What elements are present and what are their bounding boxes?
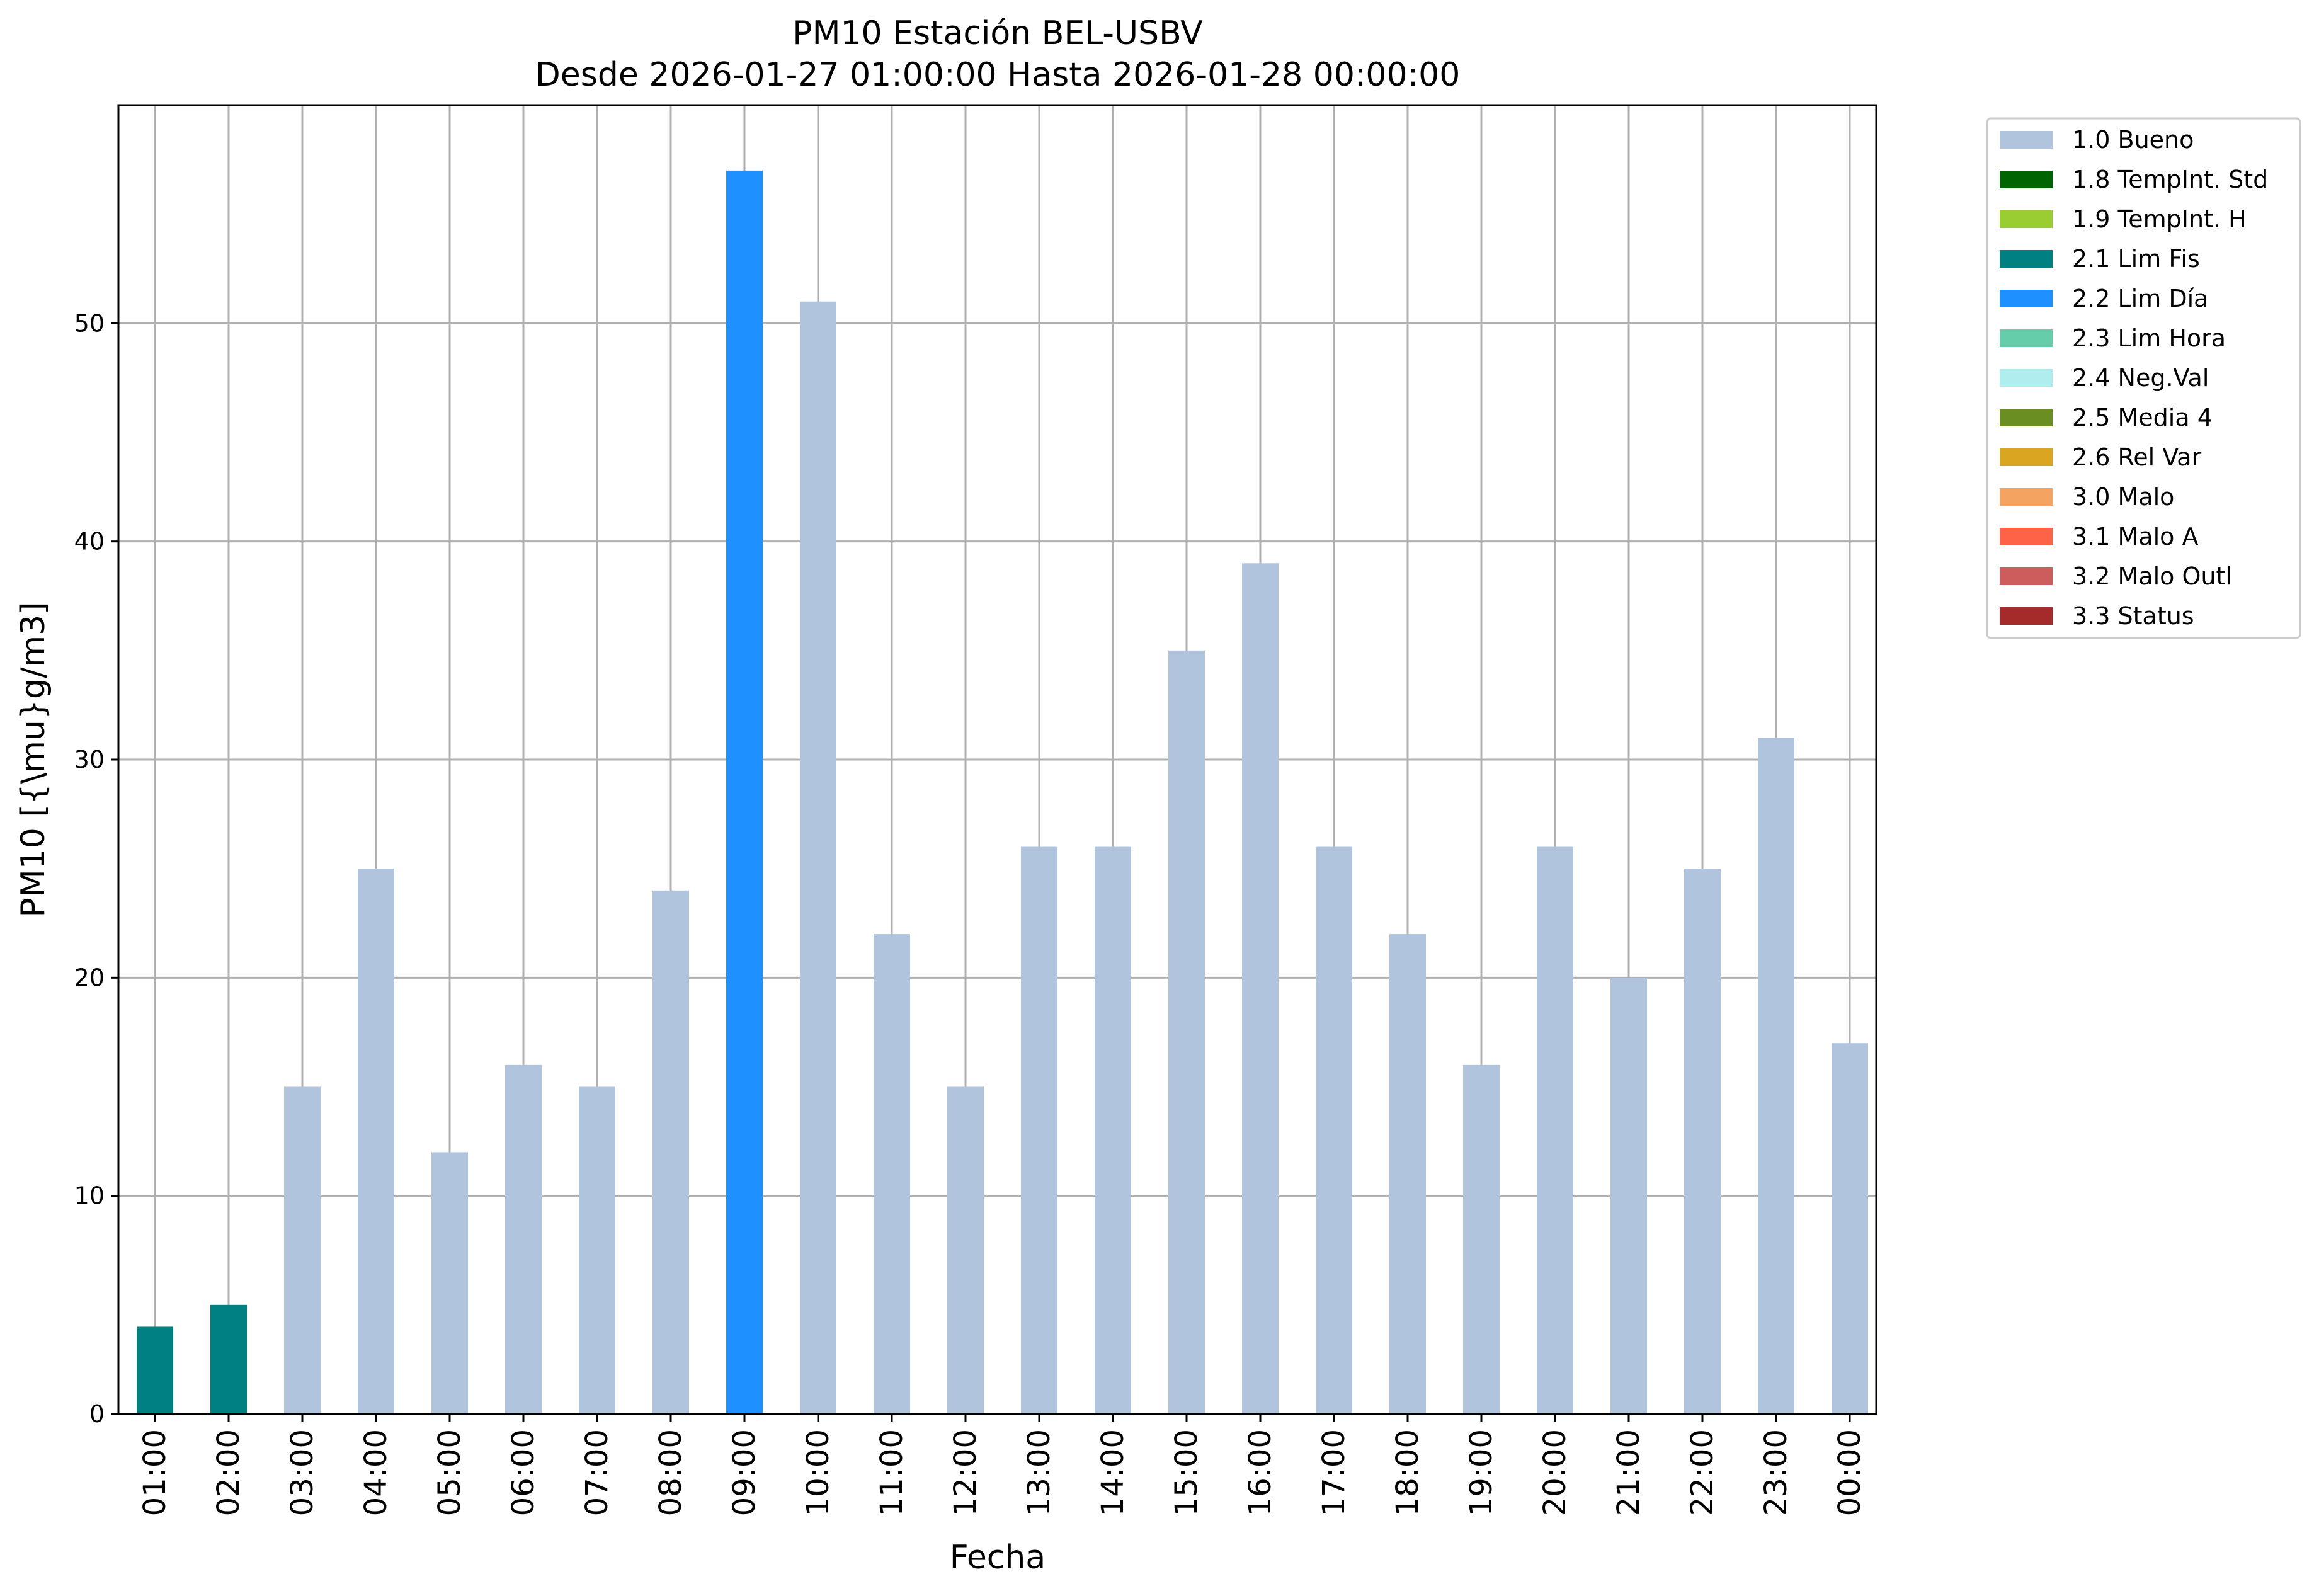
bar [431, 1152, 468, 1414]
x-tick-label: 09:00 [727, 1429, 762, 1516]
bar [1463, 1064, 1500, 1414]
legend-swatch [2000, 607, 2053, 625]
x-axis-label: Fecha [950, 1539, 1046, 1576]
bar [358, 869, 394, 1414]
legend-label: 2.6 Rel Var [2072, 443, 2202, 471]
y-tick-label: 20 [74, 964, 105, 991]
legend-swatch [2000, 210, 2053, 228]
legend-label: 1.8 TempInt. Std [2072, 166, 2268, 193]
bar [1758, 738, 1794, 1414]
bar [1537, 846, 1573, 1414]
bar [800, 301, 836, 1415]
bar [1832, 1043, 1868, 1414]
x-tick-label: 23:00 [1758, 1429, 1794, 1516]
y-tick-label: 50 [74, 309, 105, 337]
x-tick-label: 11:00 [874, 1429, 909, 1516]
x-tick-label: 13:00 [1022, 1429, 1057, 1516]
bar [505, 1064, 542, 1414]
bar [652, 890, 689, 1414]
legend-label: 3.0 Malo [2072, 483, 2174, 511]
legend-swatch [2000, 567, 2053, 585]
x-tick-label: 01:00 [137, 1429, 173, 1516]
bar [726, 170, 763, 1414]
x-tick-label: 20:00 [1537, 1429, 1573, 1516]
x-tick-label: 06:00 [506, 1429, 541, 1516]
legend-label: 3.3 Status [2072, 602, 2194, 630]
x-tick-label: 12:00 [948, 1429, 983, 1516]
legend-swatch [2000, 131, 2053, 149]
x-tick-label: 19:00 [1464, 1429, 1499, 1516]
x-tick-label: 00:00 [1832, 1429, 1867, 1516]
x-tick-label: 05:00 [432, 1429, 467, 1516]
legend-swatch [2000, 369, 2053, 387]
chart-title: PM10 Estación BEL-USBV [792, 14, 1203, 52]
y-tick-label: 40 [74, 528, 105, 556]
legend-label: 1.9 TempInt. H [2072, 205, 2247, 233]
bar [1095, 846, 1131, 1414]
legend-label: 3.2 Malo Outl [2072, 562, 2232, 590]
y-axis-label: PM10 [{\mu}g/m3] [14, 601, 52, 917]
y-tick-label: 30 [74, 746, 105, 773]
legend-label: 3.1 Malo A [2072, 523, 2198, 550]
bars [137, 170, 1868, 1415]
bar [137, 1326, 173, 1414]
chart-subtitle: Desde 2026-01-27 01:00:00 Hasta 2026-01-… [535, 56, 1461, 94]
bar [1168, 650, 1205, 1414]
bar [1610, 978, 1647, 1414]
x-tick-label: 10:00 [801, 1429, 836, 1516]
legend-label: 2.1 Lim Fis [2072, 245, 2200, 273]
legend-swatch [2000, 528, 2053, 545]
y-tick-label: 10 [74, 1182, 105, 1210]
bar [1021, 846, 1057, 1414]
bar [1242, 563, 1279, 1414]
bar [210, 1304, 247, 1414]
legend-swatch [2000, 290, 2053, 307]
legend-swatch [2000, 488, 2053, 506]
legend-label: 1.0 Bueno [2072, 126, 2194, 154]
x-axis: 01:00 02:00 03:00 04:00 05:00 06:00 07:00 08:00… [137, 1414, 1867, 1516]
bar [284, 1086, 321, 1414]
legend-swatch [2000, 409, 2053, 426]
y-axis: 0 10 20 30 40 50 [74, 309, 118, 1428]
legend-swatch [2000, 171, 2053, 188]
legend-label: 2.4 Neg.Val [2072, 364, 2209, 392]
legend-frame [1986, 117, 2301, 639]
bar [1684, 869, 1721, 1414]
x-tick-label: 08:00 [653, 1429, 688, 1516]
x-tick-label: 17:00 [1316, 1429, 1352, 1516]
x-tick-label: 03:00 [285, 1429, 320, 1516]
legend-label: 2.5 Media 4 [2072, 404, 2213, 431]
x-tick-label: 22:00 [1685, 1429, 1720, 1516]
legend-swatch [2000, 329, 2053, 347]
legend-swatch [2000, 448, 2053, 466]
x-tick-label: 04:00 [358, 1429, 394, 1516]
bar [579, 1086, 615, 1414]
y-tick-label: 0 [89, 1400, 105, 1428]
legend: 1.0 Bueno 1.8 TempInt. Std 1.9 TempInt. H 2… [1986, 117, 2301, 639]
x-tick-label: 15:00 [1169, 1429, 1204, 1516]
x-tick-label: 21:00 [1611, 1429, 1646, 1516]
x-tick-label: 02:00 [211, 1429, 246, 1516]
legend-label: 2.2 Lim Día [2072, 285, 2208, 312]
legend-label: 2.3 Lim Hora [2072, 324, 2226, 352]
x-tick-label: 16:00 [1243, 1429, 1278, 1516]
bar [1316, 846, 1352, 1414]
x-tick-label: 14:00 [1095, 1429, 1131, 1516]
bar [947, 1086, 984, 1414]
x-tick-label: 07:00 [579, 1429, 615, 1516]
legend-swatch [2000, 250, 2053, 268]
x-tick-label: 18:00 [1390, 1429, 1425, 1516]
bar [874, 934, 910, 1414]
bar [1389, 934, 1426, 1414]
